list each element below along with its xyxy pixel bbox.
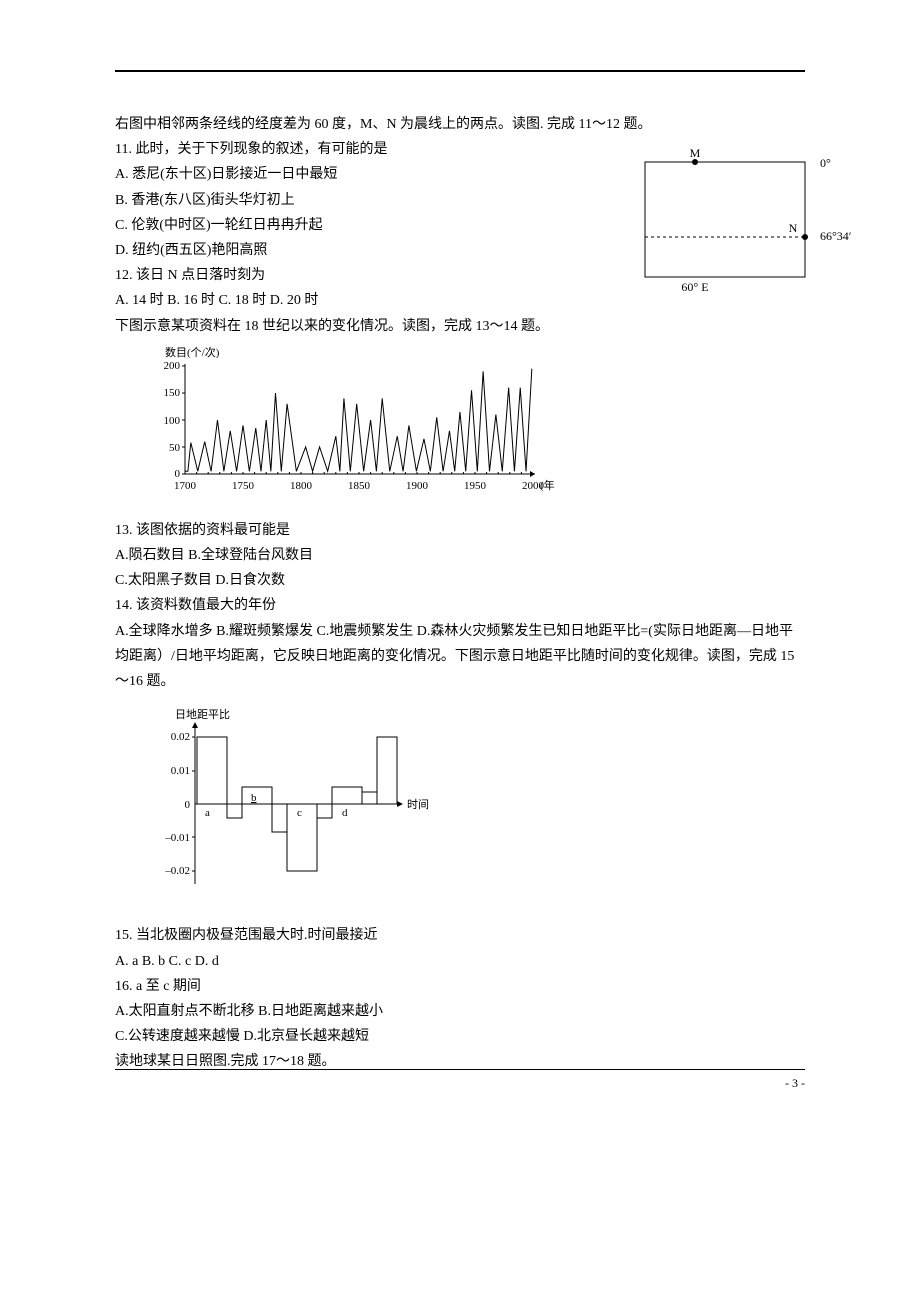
svg-text:100: 100 — [164, 415, 181, 427]
mn-svg: M N 0° 66°34′ 60° E — [625, 147, 855, 297]
figure-mn-map: M N 0° 66°34′ 60° E — [625, 147, 855, 306]
svg-text:c: c — [297, 807, 302, 819]
earthdist-ylabel: 日地距平比 — [175, 708, 230, 721]
footer-rule — [115, 1069, 805, 1070]
lon-label: 60° E — [681, 280, 708, 294]
svg-text:1800: 1800 — [290, 480, 313, 492]
n-label: N — [789, 221, 798, 235]
m-label: M — [690, 147, 701, 160]
svg-text:150: 150 — [164, 387, 181, 399]
q13-stem: 13. 该图依据的资料最可能是 — [115, 518, 805, 543]
earthdist-svg: 日地距平比 时间 0.02 0.01 0 –0.01 –0.02 — [135, 704, 435, 904]
svg-text:1750: 1750 — [232, 480, 255, 492]
page-footer: - 3 - — [115, 1069, 805, 1095]
chart-earthdist: 日地距平比 时间 0.02 0.01 0 –0.01 –0.02 — [135, 704, 805, 913]
earthdist-xarrow — [397, 801, 403, 807]
q16-cd: C.公转速度越来越慢 D.北京昼长越来越短 — [115, 1024, 805, 1049]
svg-text:a: a — [205, 807, 210, 819]
svg-text:d: d — [342, 807, 348, 819]
q15-opts: A. a B. b C. c D. d — [115, 949, 805, 974]
q14-opts: A.全球降水增多 B.耀斑频繁爆发 C.地震频繁发生 D.森林火灾频繁发生已知日… — [115, 619, 805, 695]
svg-text:200: 200 — [164, 360, 181, 372]
q13-cd: C.太阳黑子数目 D.日食次数 — [115, 568, 805, 593]
earthdist-xlabel: 时间 — [407, 798, 429, 811]
earthdist-bars — [197, 737, 397, 871]
svg-text:1950: 1950 — [464, 480, 487, 492]
svg-text:1900: 1900 — [406, 480, 429, 492]
sunspot-xlabel: (年) — [540, 478, 555, 492]
svg-text:0: 0 — [175, 468, 181, 480]
svg-text:–0.02: –0.02 — [164, 865, 190, 877]
q15-stem: 15. 当北极圈内极昼范围最大时.时间最接近 — [115, 923, 805, 948]
intro-11-12: 右图中相邻两条经线的经度差为 60 度，M、N 为晨线上的两点。读图. 完成 1… — [115, 112, 805, 137]
svg-text:1850: 1850 — [348, 480, 371, 492]
svg-text:1700: 1700 — [174, 480, 197, 492]
intro-13-14: 下图示意某项资料在 18 世纪以来的变化情况。读图，完成 13～14 题。 — [115, 314, 805, 339]
page-top-rule — [115, 70, 805, 72]
sunspot-svg: 0 50 100 150 200 1700 1750 1800 1850 190… — [135, 344, 555, 504]
q14-stem: 14. 该资料数值最大的年份 — [115, 593, 805, 618]
mn-box — [645, 162, 805, 277]
earthdist-yarrow — [192, 722, 198, 728]
sunspot-ylabel: 数目(个/次) — [165, 345, 220, 359]
q16-ab: A.太阳直射点不断北移 B.日地距离越来越小 — [115, 999, 805, 1024]
lat-label: 66°34′ — [820, 229, 852, 243]
n-point — [802, 234, 808, 240]
svg-text:–0.01: –0.01 — [164, 832, 190, 844]
svg-text:b: b — [251, 792, 257, 804]
q16-stem: 16. a 至 c 期间 — [115, 974, 805, 999]
zero-label: 0° — [820, 156, 831, 170]
svg-text:0: 0 — [185, 799, 191, 811]
sunspot-yticks: 0 50 100 150 200 — [164, 360, 186, 480]
sunspot-curve — [185, 368, 532, 471]
page-content: M N 0° 66°34′ 60° E 右图中相邻两条经线的经度差为 60 度，… — [115, 112, 805, 1075]
earthdist-yticks: 0.02 0.01 0 –0.01 –0.02 — [164, 731, 195, 877]
sunspot-xticks: 1700 1750 1800 1850 1900 1950 2000 — [174, 480, 545, 492]
sunspot-xarrow — [530, 471, 535, 477]
svg-text:0.01: 0.01 — [171, 765, 190, 777]
svg-text:50: 50 — [169, 442, 181, 454]
page-number: - 3 - — [115, 1073, 805, 1095]
q13-ab: A.陨石数目 B.全球登陆台风数目 — [115, 543, 805, 568]
svg-text:0.02: 0.02 — [171, 731, 190, 743]
chart-sunspot: 0 50 100 150 200 1700 1750 1800 1850 190… — [135, 344, 805, 513]
